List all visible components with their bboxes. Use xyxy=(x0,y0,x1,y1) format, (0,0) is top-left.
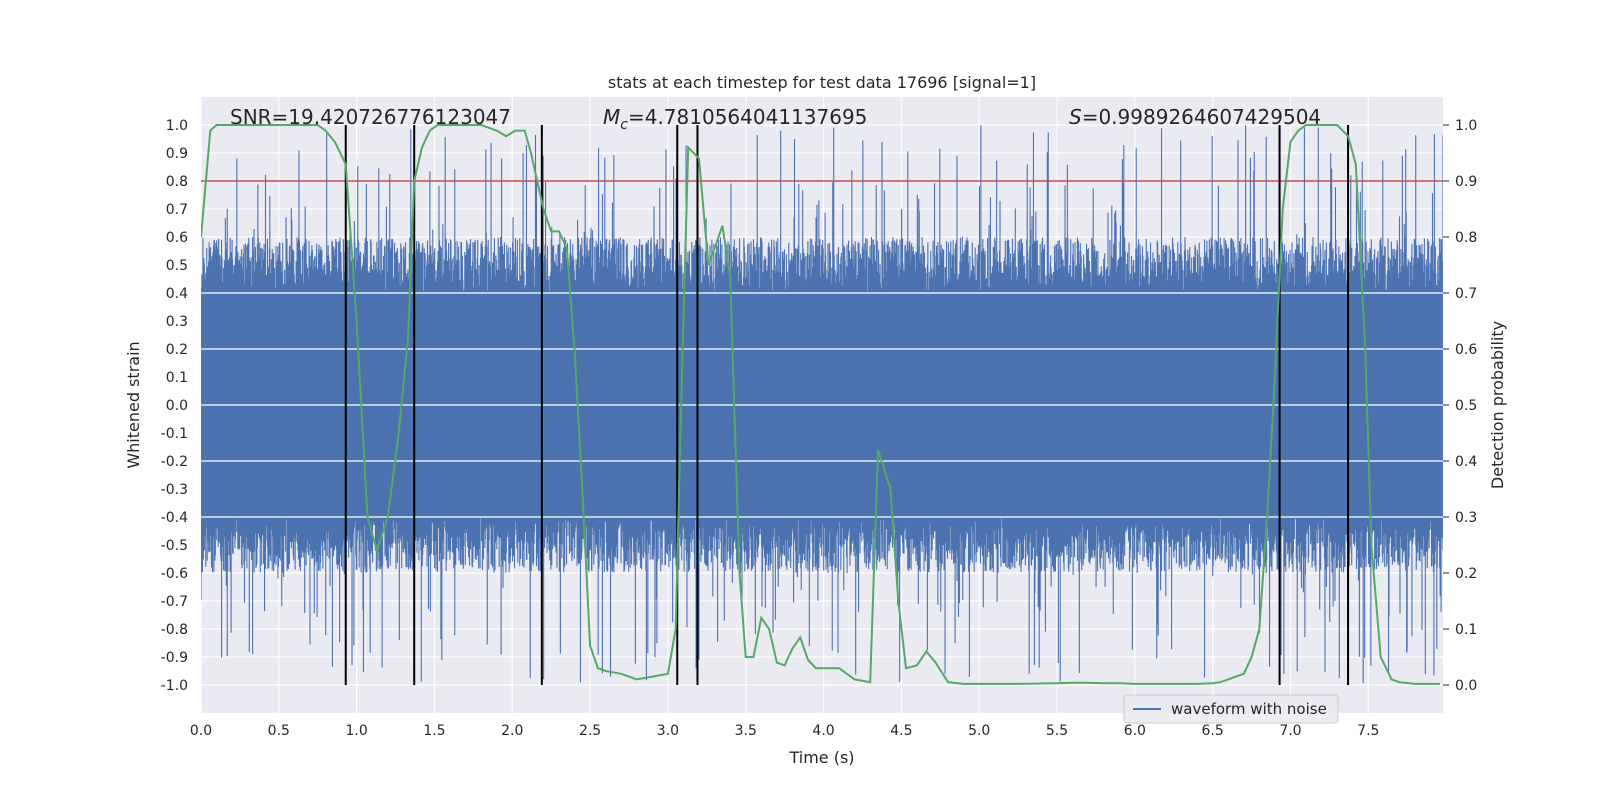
y-right-tick-label: 0.9 xyxy=(1455,174,1477,190)
legend-label-waveform: waveform with noise xyxy=(1171,700,1327,718)
x-tick-label: 5.5 xyxy=(1046,723,1068,739)
y-right-tick-label: 0.1 xyxy=(1455,622,1477,638)
x-tick-label: 0.5 xyxy=(268,723,290,739)
y-right-tick-label: 0.7 xyxy=(1455,286,1477,302)
legend-box xyxy=(1123,694,1339,724)
x-tick-label: 7.5 xyxy=(1357,723,1379,739)
y-left-tick-label: 0.8 xyxy=(166,174,188,190)
x-tick-label: 2.0 xyxy=(501,723,523,739)
y-left-tick-label: 0.4 xyxy=(166,286,188,302)
legend: waveform with noise xyxy=(1123,694,1339,724)
y-right-tick-label: 0.0 xyxy=(1455,678,1477,694)
y-left-tick-label: 0.3 xyxy=(166,314,188,330)
y-left-tick-label: 0.1 xyxy=(166,370,188,386)
y-left-tick-label: 0.7 xyxy=(166,202,188,218)
y-left-tick-label: -0.9 xyxy=(161,650,188,666)
x-tick-label: 6.0 xyxy=(1124,723,1146,739)
x-tick-label: 0.0 xyxy=(190,723,212,739)
y-right-tick-label: 0.6 xyxy=(1455,342,1477,358)
x-axis: 0.0 0.5 1.0 1.5 2.0 2.5 3.0 3.5 4.0 4.5 5.0 5.5 6.0 6… xyxy=(190,723,1380,739)
chirp-mass-annotation: Mc=4.7810564041137695 xyxy=(603,105,867,133)
y-right-tick-label: 0.8 xyxy=(1455,230,1477,246)
y-left-tick-label: -0.8 xyxy=(161,622,188,638)
y-right-tick-label: 0.4 xyxy=(1455,454,1477,470)
y-right-tick-label: 0.2 xyxy=(1455,566,1477,582)
score-symbol: S xyxy=(1069,105,1082,129)
score-annotation: S=0.9989264607429504 xyxy=(1069,105,1321,129)
y-right-tick-label: 1.0 xyxy=(1455,118,1477,134)
x-tick-label: 6.5 xyxy=(1202,723,1224,739)
x-tick-label: 3.0 xyxy=(657,723,679,739)
x-tick-label: 3.5 xyxy=(735,723,757,739)
chirp-mass-symbol: M xyxy=(603,105,620,129)
chart-title: stats at each timestep for test data 176… xyxy=(608,73,1036,92)
y-right-tick-label: 0.3 xyxy=(1455,510,1477,526)
y-left-tick-label: 0.6 xyxy=(166,230,188,246)
x-tick-label: 2.5 xyxy=(579,723,601,739)
score-value: =0.9989264607429504 xyxy=(1082,105,1321,129)
y-left-tick-label: -0.3 xyxy=(161,482,188,498)
probability-series xyxy=(201,124,1440,685)
x-tick-label: 1.5 xyxy=(423,723,445,739)
y-left-tick-label: 0.9 xyxy=(166,146,188,162)
y-left-tick-label: -0.6 xyxy=(161,566,188,582)
x-tick-label: 1.0 xyxy=(346,723,368,739)
probability-line xyxy=(201,124,1440,685)
y-axis-left-label: Whitened strain xyxy=(124,341,143,468)
y-left-tick-label: -0.4 xyxy=(161,510,188,526)
chirp-mass-value: =4.7810564041137695 xyxy=(628,105,867,129)
y-left-tick-label: -1.0 xyxy=(161,678,188,694)
x-tick-label: 5.0 xyxy=(968,723,990,739)
y-left-tick-label: -0.1 xyxy=(161,426,188,442)
y-axis-right-label: Detection probability xyxy=(1488,321,1507,489)
y-left-tick-label: 0.5 xyxy=(166,258,188,274)
y-left-tick-label: 0.0 xyxy=(166,398,188,414)
y-right-tick-label: 0.5 xyxy=(1455,398,1477,414)
y-left-tick-label: -0.2 xyxy=(161,454,188,470)
y-left-tick-label: -0.5 xyxy=(161,538,188,554)
chirp-mass-subscript: c xyxy=(620,117,628,133)
snr-annotation: SNR=19.420726776123047 xyxy=(230,105,511,129)
x-tick-label: 7.0 xyxy=(1279,723,1301,739)
y-axis-left: 1.0 0.9 0.8 0.7 0.6 0.5 0.4 0.3 0.2 0.1 0.0 -0.1 -0.… xyxy=(161,118,188,694)
y-left-tick-label: -0.7 xyxy=(161,594,188,610)
x-axis-label: Time (s) xyxy=(788,748,854,767)
x-tick-label: 4.0 xyxy=(812,723,834,739)
y-left-tick-label: 0.2 xyxy=(166,342,188,358)
y-axis-right: 1.0 0.9 0.8 0.7 0.6 0.5 0.4 0.3 0.2 0.1 0.0 xyxy=(1443,118,1477,694)
y-left-tick-label: 1.0 xyxy=(166,118,188,134)
x-tick-label: 4.5 xyxy=(890,723,912,739)
